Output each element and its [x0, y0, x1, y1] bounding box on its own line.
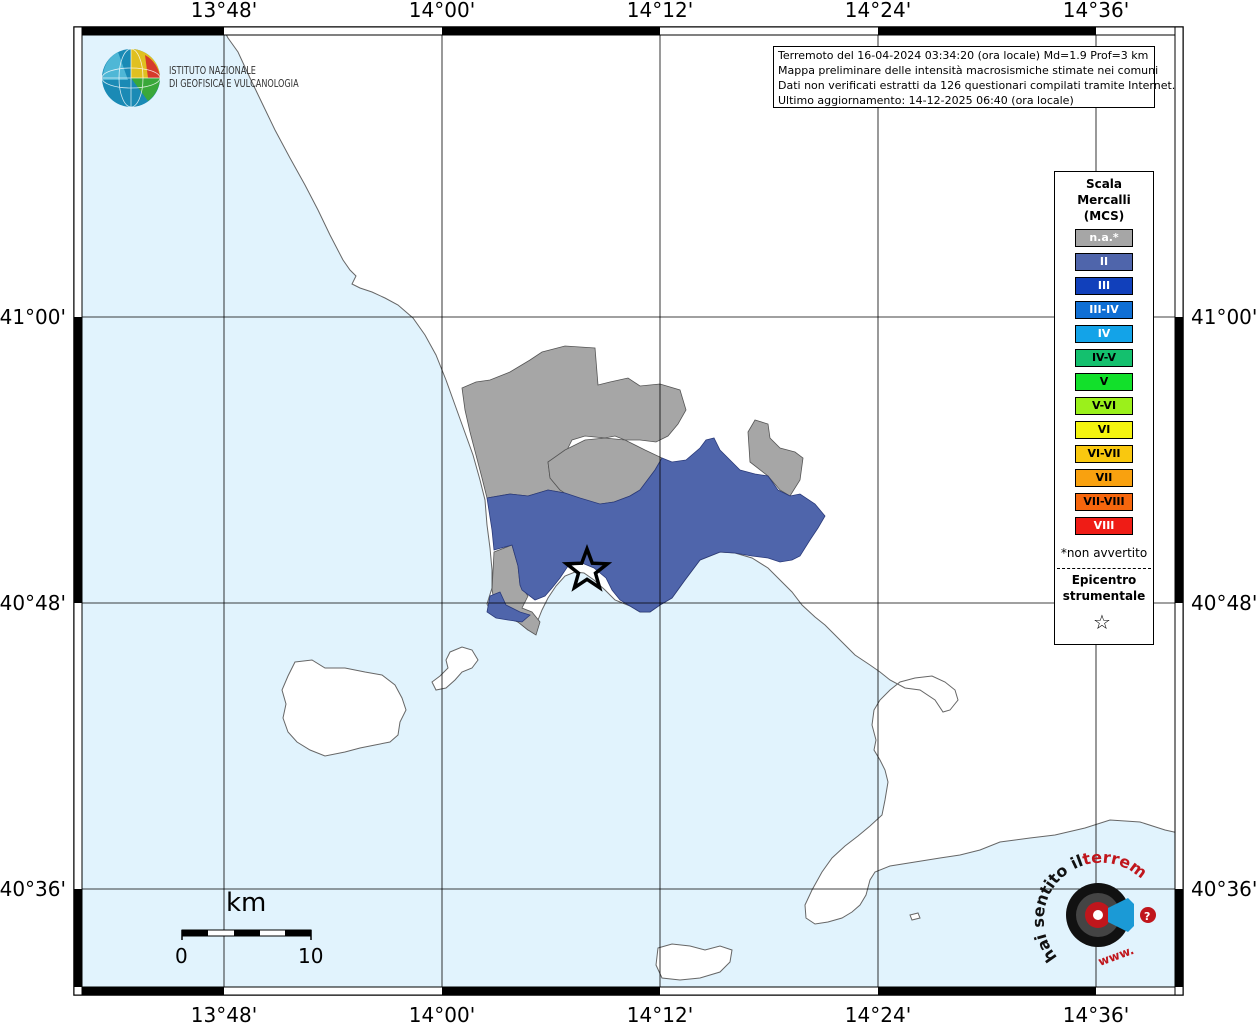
info-line-3: Dati non verificati estratti da 126 ques…	[778, 79, 1176, 92]
lat-tick-right-2: 40°48'	[1191, 591, 1256, 615]
lat-tick-left-2: 40°48'	[0, 591, 66, 615]
ischia-island	[281, 659, 407, 757]
legend-epicenter-star-icon: ☆	[1093, 610, 1111, 634]
lon-tick-bottom-2: 14°00'	[409, 1003, 475, 1024]
legend-item-5: IV-V	[1075, 349, 1133, 367]
legend-epicenter-label: Epicentro strumentale	[1062, 573, 1146, 603]
legend-item-1: II	[1075, 253, 1133, 271]
legend-item-2: III	[1075, 277, 1133, 295]
legend-item-4: IV	[1075, 325, 1133, 343]
lat-tick-right-1: 41°00'	[1191, 305, 1256, 329]
info-line-4: Ultimo aggiornamento: 14-12-2025 06:40 (…	[778, 94, 1074, 107]
lon-tick-top-3: 14°12'	[627, 0, 693, 22]
lon-tick-bottom-3: 14°12'	[627, 1003, 693, 1024]
islet	[909, 912, 921, 921]
legend-item-0: n.a.*	[1075, 229, 1133, 247]
ingv-logo-text: ISTITUTO NAZIONALE DI GEOFISICA E VULCAN…	[169, 64, 299, 90]
legend-item-6: V	[1075, 373, 1133, 391]
procida-island	[431, 646, 479, 691]
scale-bar-unit: km	[226, 888, 267, 918]
lat-tick-right-3: 40°36'	[1191, 877, 1256, 901]
area-intensity-ii	[486, 437, 826, 613]
legend-item-8: VI	[1075, 421, 1133, 439]
scale-bar	[181, 929, 312, 940]
info-line-2: Mappa preliminare delle intensità macros…	[778, 64, 1159, 77]
map-frame	[73, 26, 1184, 996]
lon-tick-bottom-5: 14°36'	[1063, 1003, 1129, 1024]
info-line-1: Terremoto del 16-04-2024 03:34:20 (ora l…	[778, 49, 1149, 62]
legend-item-10: VII	[1075, 469, 1133, 487]
lon-tick-bottom-4: 14°24'	[845, 1003, 911, 1024]
ingv-logo-icon	[101, 48, 161, 108]
lon-tick-top-5: 14°36'	[1063, 0, 1129, 22]
graticule	[74, 27, 1183, 995]
lat-tick-left-3: 40°36'	[0, 877, 66, 901]
legend-item-9: VI-VII	[1075, 445, 1133, 463]
scale-bar-max: 10	[298, 944, 324, 968]
event-info-box: Terremoto del 16-04-2024 03:34:20 (ora l…	[773, 46, 1176, 108]
epicenter-star	[561, 543, 613, 592]
svg-text:?: ?	[1144, 910, 1150, 923]
scale-bar-min: 0	[175, 944, 188, 968]
lon-tick-top-2: 14°00'	[409, 0, 475, 22]
lon-tick-top-1: 13°48'	[191, 0, 257, 22]
legend-item-7: V-VI	[1075, 397, 1133, 415]
lon-tick-bottom-1: 13°48'	[191, 1003, 257, 1024]
ingv-logo-line1: ISTITUTO NAZIONALE	[169, 64, 256, 77]
area-intensity-ii-west	[486, 591, 531, 623]
lon-tick-top-4: 14°24'	[845, 0, 911, 22]
legend-title: Scala Mercalli (MCS)	[1077, 177, 1131, 223]
legend-separator	[1057, 568, 1151, 569]
ingv-logo-line2: DI GEOFISICA E VULCANOLOGIA	[169, 77, 299, 90]
capri-island	[655, 943, 733, 981]
lat-tick-left-1: 41°00'	[0, 305, 66, 329]
legend-item-12: VIII	[1075, 517, 1133, 535]
intensity-legend: Scala Mercalli (MCS) n.a.* II III III-IV IV I…	[1054, 171, 1154, 645]
legend-item-3: III-IV	[1075, 301, 1133, 319]
legend-item-11: VII-VIII	[1075, 493, 1133, 511]
legend-na-note: *non avvertito	[1060, 546, 1148, 560]
